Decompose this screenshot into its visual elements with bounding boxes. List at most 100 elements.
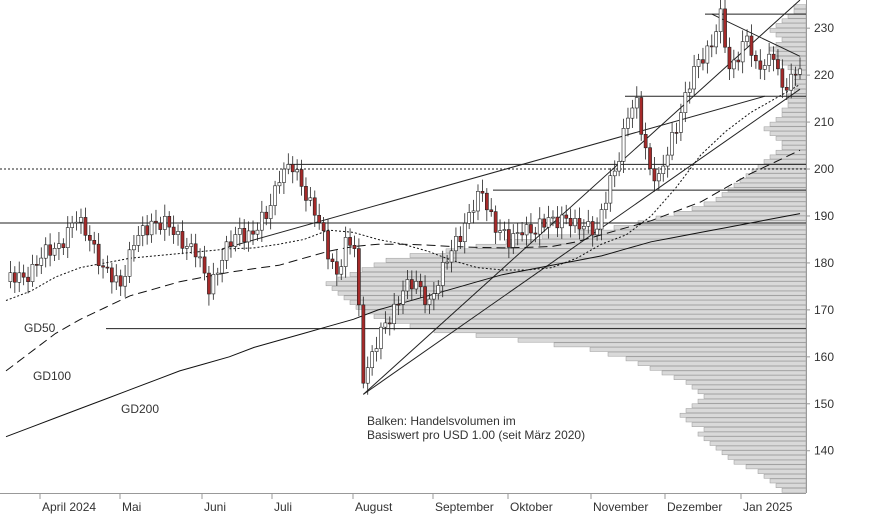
- candle-body: [551, 216, 555, 219]
- candle-body: [423, 286, 427, 305]
- candle-body: [26, 276, 30, 283]
- candle-body: [436, 285, 441, 294]
- candle-body: [705, 45, 710, 64]
- candle-body: [449, 250, 454, 263]
- candle-body: [643, 134, 648, 149]
- candle-body: [458, 236, 463, 243]
- candle-body: [515, 232, 520, 234]
- volume-bar: [703, 436, 807, 442]
- x-tick-label: Jan 2025: [743, 500, 793, 514]
- candle-body: [573, 218, 577, 227]
- volume-bar: [409, 323, 807, 329]
- volume-bar: [709, 441, 807, 446]
- volume-bar: [745, 464, 807, 470]
- volume-bar: [589, 347, 807, 352]
- candle-body: [731, 59, 736, 70]
- candle-body: [43, 244, 48, 259]
- volume-bar: [679, 412, 807, 418]
- volume-bar: [769, 27, 807, 33]
- candle-body: [61, 243, 66, 248]
- volume-bar: [751, 168, 807, 174]
- x-tick-label: Juli: [274, 500, 292, 514]
- candle-body: [639, 97, 644, 135]
- candle-body: [608, 175, 613, 204]
- candle-body: [79, 217, 83, 223]
- volume-bar: [697, 398, 807, 404]
- candle-body: [692, 66, 696, 90]
- candle-body: [96, 243, 101, 266]
- volume-bar: [721, 450, 807, 456]
- candle-body: [718, 8, 723, 32]
- volume-bar: [553, 342, 807, 348]
- candle-body: [599, 209, 604, 230]
- candle-body: [145, 225, 150, 236]
- candle-body: [110, 267, 114, 283]
- candle-body: [537, 218, 542, 235]
- candle-body: [374, 348, 379, 353]
- volume-bar: [781, 60, 807, 66]
- candle-body: [665, 154, 670, 167]
- volume-bar: [733, 182, 807, 188]
- volume-bar: [781, 107, 807, 113]
- candle-body: [577, 218, 582, 230]
- candle-body: [21, 272, 26, 278]
- candle-body: [57, 243, 61, 249]
- ma-line-gd100: [5, 149, 801, 372]
- candle-body: [652, 168, 657, 182]
- candle-body: [312, 197, 317, 216]
- candle-body: [65, 227, 70, 249]
- candle-body: [502, 229, 507, 232]
- candle-body: [114, 275, 119, 283]
- candle-body: [445, 261, 450, 264]
- candle-body: [401, 290, 405, 305]
- candle-body: [409, 279, 414, 290]
- candle-body: [295, 169, 300, 173]
- x-tick-label: Dezember: [667, 500, 722, 514]
- volume-bar: [775, 117, 807, 122]
- candle-body: [392, 303, 397, 325]
- candle-body: [171, 226, 176, 235]
- volume-bar: [373, 314, 807, 319]
- candle-body: [88, 235, 92, 241]
- candle-body: [211, 274, 216, 295]
- volume-bar: [697, 431, 807, 437]
- volume-bar: [775, 56, 807, 61]
- volume-bar: [637, 361, 807, 366]
- candle-body: [604, 202, 608, 210]
- volume-bar: [781, 37, 807, 42]
- candle-body: [709, 45, 714, 48]
- candle-body: [246, 230, 251, 243]
- candle-body: [39, 257, 44, 266]
- x-tick-label: November: [593, 500, 648, 514]
- candle-body: [127, 249, 132, 277]
- volume-bar: [781, 112, 807, 118]
- candle-body: [193, 243, 198, 258]
- volume-bar: [685, 380, 807, 385]
- candle-body: [383, 322, 388, 328]
- candle-body: [634, 97, 639, 109]
- candle-body: [52, 248, 57, 256]
- volume-bar: [607, 351, 807, 357]
- trend-line: [222, 95, 765, 250]
- candle-body: [679, 112, 683, 133]
- candle-body: [140, 225, 145, 236]
- volume-bar: [433, 328, 807, 334]
- candle-body: [207, 272, 211, 295]
- x-tick-label: Oktober: [510, 500, 553, 514]
- candle-body: [771, 53, 776, 60]
- candle-body: [621, 128, 626, 162]
- candle-body: [286, 164, 291, 170]
- volume-bar: [691, 384, 807, 390]
- candle-body: [674, 132, 679, 134]
- candle-body: [348, 237, 352, 246]
- candle-body: [758, 60, 763, 70]
- candle-body: [185, 246, 189, 249]
- y-tick-label: 140: [814, 444, 834, 458]
- candle-body: [723, 8, 727, 48]
- volume-bar: [721, 192, 807, 197]
- volume-bar: [343, 295, 807, 301]
- candle-body: [268, 205, 273, 219]
- volume-bar: [781, 18, 807, 24]
